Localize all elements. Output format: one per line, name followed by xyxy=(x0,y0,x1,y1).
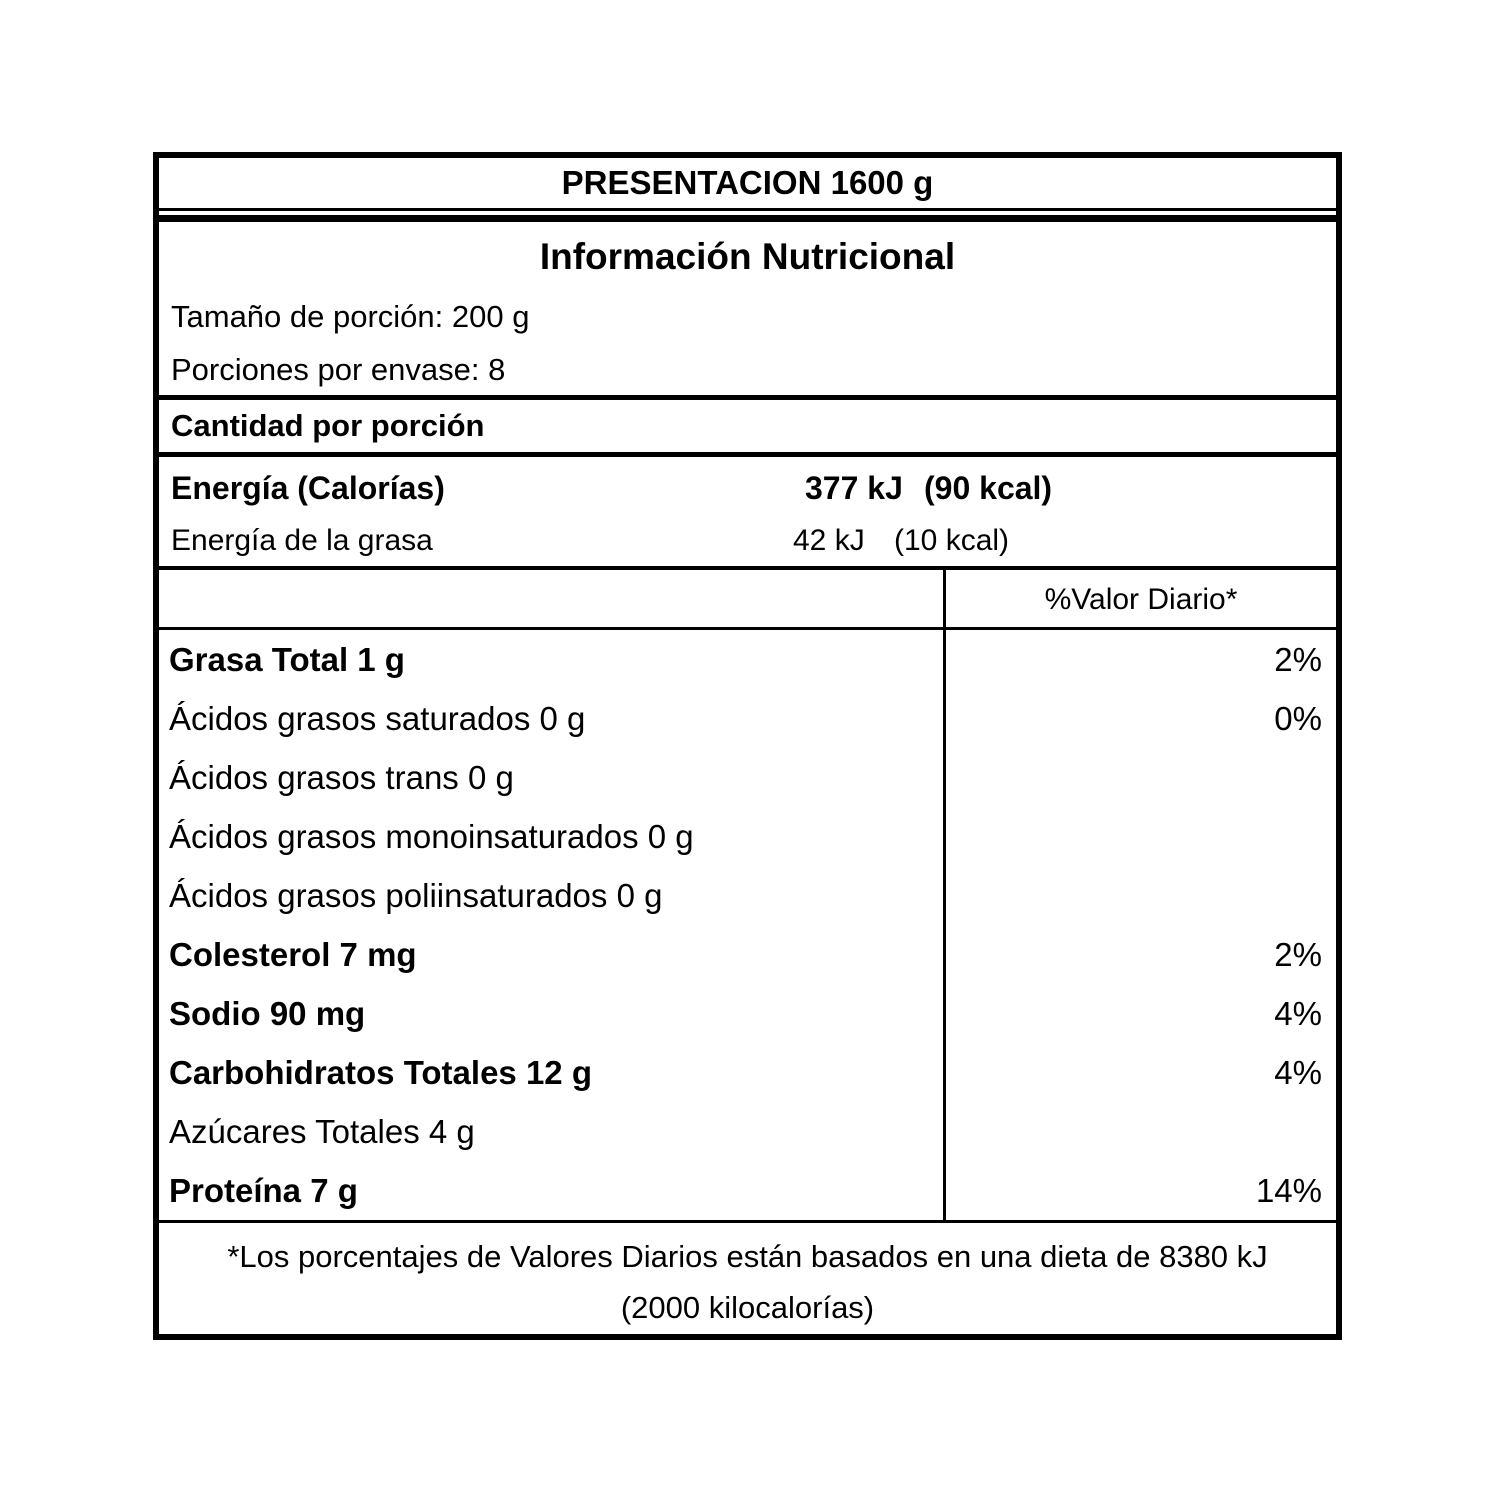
energy-row: Energía (Calorías) 377 kJ (90 kcal) xyxy=(159,457,1336,515)
nutrient-row-polyunsaturated-fat: Ácidos grasos poliinsaturados 0 g xyxy=(159,866,1336,925)
amount-per-serving-row: Cantidad por porción xyxy=(159,400,1336,457)
nutrient-daily-value: 2% xyxy=(1274,936,1322,973)
nutrient-label: Sodio 90 mg xyxy=(159,984,946,1043)
energy-kj-value: 377 kJ xyxy=(805,470,903,506)
label-body: Información Nutricional Tamaño de porció… xyxy=(159,215,1336,1337)
daily-value-footnote: *Los porcentajes de Valores Diarios está… xyxy=(159,1220,1336,1337)
footnote-line-1: *Los porcentajes de Valores Diarios está… xyxy=(227,1239,1268,1274)
nutrient-row-cholesterol: Colesterol 7 mg 2% xyxy=(159,925,1336,984)
nutrient-row-total-fat: Grasa Total 1 g 2% xyxy=(159,630,1336,689)
nutrient-row-saturated-fat: Ácidos grasos saturados 0 g 0% xyxy=(159,689,1336,748)
nutrient-row-monounsaturated-fat: Ácidos grasos monoinsaturados 0 g xyxy=(159,807,1336,866)
nutrient-daily-value: 14% xyxy=(1255,1172,1322,1209)
daily-value-header-row: %Valor Diario* xyxy=(159,570,1336,630)
nutrient-label: Ácidos grasos trans 0 g xyxy=(159,748,946,807)
nutrient-label: Proteína 7 g xyxy=(159,1161,946,1220)
label-title: Información Nutricional xyxy=(539,236,956,277)
nutrient-daily-value: 4% xyxy=(1274,1054,1322,1091)
daily-value-header: %Valor Diario* xyxy=(1044,583,1238,616)
nutrient-daily-value: 4% xyxy=(1274,995,1322,1032)
nutrient-label: Colesterol 7 mg xyxy=(159,925,946,984)
nutrient-daily-value xyxy=(946,748,1336,807)
energy-fat-label: Energía de la grasa xyxy=(171,524,433,557)
daily-value-header-spacer xyxy=(159,570,946,627)
nutrition-facts-label: PRESENTACION 1600 g Información Nutricio… xyxy=(153,152,1342,1340)
footnote-line-2: (2000 kilocalorías) xyxy=(620,1290,875,1325)
nutrient-row-total-carbohydrate: Carbohidratos Totales 12 g 4% xyxy=(159,1043,1336,1102)
servings-per-container-row: Porciones por envase: 8 xyxy=(159,345,1336,400)
nutrient-label: Ácidos grasos saturados 0 g xyxy=(159,689,946,748)
nutrient-label: Ácidos grasos poliinsaturados 0 g xyxy=(159,866,946,925)
energy-fat-kj-value: 42 kJ xyxy=(793,524,865,557)
nutrient-row-total-sugars: Azúcares Totales 4 g xyxy=(159,1102,1336,1161)
nutrient-row-protein: Proteína 7 g 14% xyxy=(159,1161,1336,1220)
energy-label: Energía (Calorías) xyxy=(171,470,445,506)
presentation-header: PRESENTACION 1600 g xyxy=(159,158,1336,211)
nutrient-label: Ácidos grasos monoinsaturados 0 g xyxy=(159,807,946,866)
nutrient-daily-value: 0% xyxy=(1274,700,1322,737)
nutrient-label: Grasa Total 1 g xyxy=(159,630,946,689)
energy-fat-kcal-value: (10 kcal) xyxy=(894,524,1010,557)
nutrient-daily-value xyxy=(946,807,1336,866)
energy-kcal-value: (90 kcal) xyxy=(924,470,1053,506)
nutrient-daily-value xyxy=(946,866,1336,925)
nutrient-row-trans-fat: Ácidos grasos trans 0 g xyxy=(159,748,1336,807)
nutrient-daily-value: 2% xyxy=(1274,641,1322,678)
serving-size-row: Tamaño de porción: 200 g xyxy=(171,299,530,334)
nutrient-row-sodium: Sodio 90 mg 4% xyxy=(159,984,1336,1043)
energy-from-fat-row: Energía de la grasa 42 kJ (10 kcal) xyxy=(159,515,1336,570)
nutrient-label: Azúcares Totales 4 g xyxy=(159,1102,946,1161)
nutrient-daily-value xyxy=(946,1102,1336,1161)
nutrient-label: Carbohidratos Totales 12 g xyxy=(159,1043,946,1102)
